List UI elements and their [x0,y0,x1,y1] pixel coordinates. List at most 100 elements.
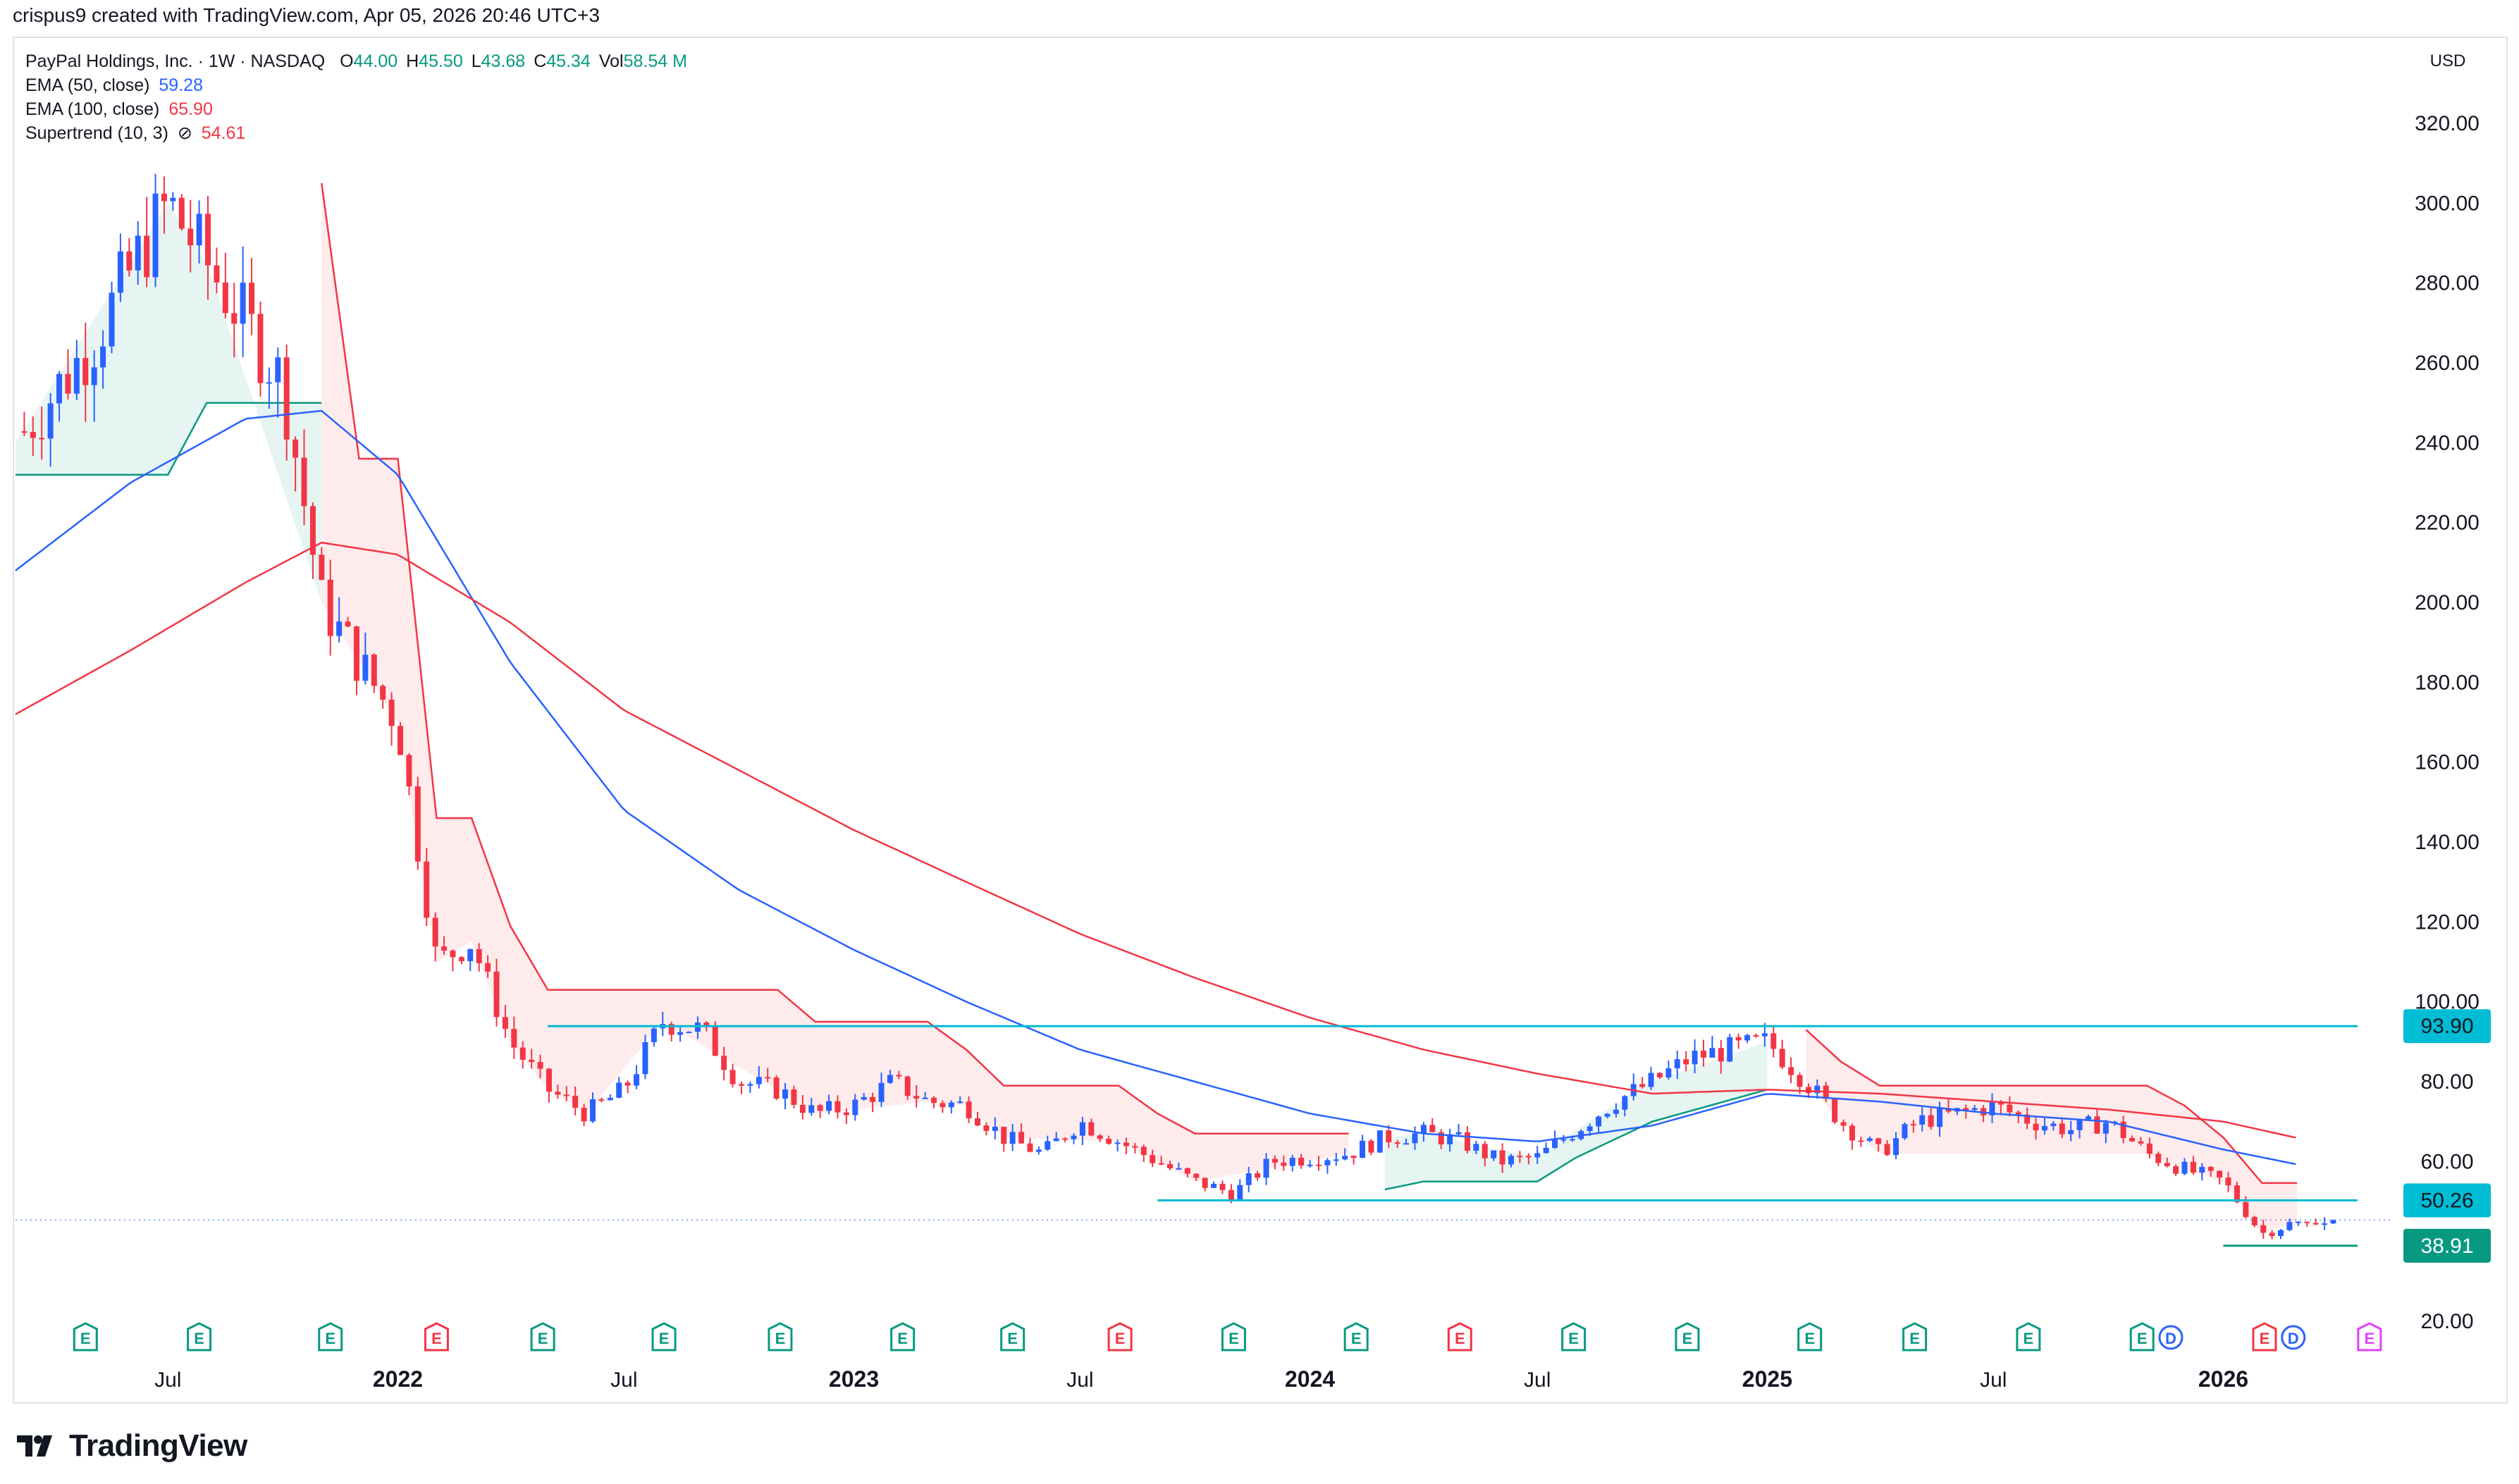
event-letter: D [2165,1330,2176,1347]
earnings-icon[interactable] [1675,1322,1700,1352]
candle-body-155 [1376,1130,1383,1153]
candle-body-246 [2173,1166,2179,1174]
earnings-icon[interactable] [1561,1322,1587,1352]
event-marker-12[interactable]: E [1447,1322,1472,1352]
candle-body-187 [1656,1072,1663,1077]
candle-body-105 [940,1103,946,1108]
earnings-icon[interactable] [73,1322,98,1352]
event-marker-11[interactable]: E [1343,1322,1369,1352]
event-marker-1[interactable]: E [187,1322,212,1352]
earnings-icon[interactable] [1221,1322,1246,1352]
earnings-icon[interactable] [1902,1322,1928,1352]
event-marker-5[interactable]: E [651,1322,677,1352]
candle-body-32 [301,457,307,507]
legend-ema100-row[interactable]: EMA (100, close) 65.90 [25,97,687,121]
candle-body-117 [1045,1141,1051,1150]
event-marker-18[interactable]: E [2129,1322,2155,1352]
event-marker-0[interactable]: E [73,1322,98,1352]
candle-body-119 [1062,1138,1068,1140]
candle-body-0 [21,431,27,433]
event-marker-15[interactable]: E [1797,1322,1823,1352]
candle-body-192 [1700,1051,1706,1058]
candle-body-31 [292,439,299,458]
candle-body-140 [1245,1173,1252,1185]
candle-body-19 [187,228,194,246]
legend-supertrend-row[interactable]: Supertrend (10, 3) ⊘ 54.61 [25,121,687,145]
event-marker-7[interactable]: E [890,1322,916,1352]
horizontal-levels: 93.90 50.26 38.91 [16,1009,2491,1263]
earnings-icon[interactable] [1797,1322,1823,1352]
candle-body-38 [353,626,359,681]
candle-body-257 [2269,1232,2275,1237]
earnings-icon[interactable] [530,1322,555,1352]
candle-body-197 [1744,1034,1751,1041]
event-marker-20[interactable]: E [2252,1322,2277,1352]
candle-body-2 [39,438,45,440]
event-marker-21[interactable]: D [2281,1325,2306,1350]
supertrend-up-fill-2 [1384,1041,1768,1189]
earnings-icon[interactable] [2252,1322,2277,1352]
candle-body-146 [1298,1157,1305,1166]
x-tick-1: 2022 [373,1366,423,1392]
candle-body-103 [922,1097,928,1099]
candle-body-4 [56,373,63,404]
event-marker-19[interactable]: D [2158,1325,2184,1350]
event-marker-22[interactable]: E [2357,1322,2382,1352]
event-marker-2[interactable]: E [318,1322,343,1352]
event-marker-4[interactable]: E [530,1322,555,1352]
earnings-icon[interactable] [1343,1322,1369,1352]
earnings-icon[interactable] [1000,1322,1026,1352]
event-marker-17[interactable]: E [2016,1322,2041,1352]
candle-body-6 [73,358,80,394]
ohlcv-key-l: L [471,51,481,71]
candle-body-52 [476,948,482,963]
candle-body-213 [1884,1144,1890,1156]
candle-body-82 [738,1084,744,1086]
earnings-icon[interactable] [1447,1322,1472,1352]
currency-label[interactable]: USD [2429,51,2466,70]
candle-body-11 [117,251,123,293]
dividend-icon[interactable] [2281,1325,2306,1350]
earnings-icon[interactable] [890,1322,916,1352]
event-marker-14[interactable]: E [1675,1322,1700,1352]
event-marker-3[interactable]: E [424,1322,449,1352]
earnings-icon[interactable] [318,1322,343,1352]
supertrend-up-fill-1 [16,203,322,602]
event-marker-6[interactable]: E [768,1322,793,1352]
candle-body-194 [1718,1048,1724,1062]
candle-body-226 [1997,1101,2004,1105]
candle-body-14 [144,235,150,278]
candle-body-227 [2007,1104,2013,1113]
event-marker-9[interactable]: E [1107,1322,1133,1352]
y-tick-6: 160.00 [2415,751,2480,774]
tradingview-logo[interactable]: TradingView [16,1425,247,1467]
legend-ema50-row[interactable]: EMA (50, close) 59.28 [25,73,687,97]
indicator-lines [15,409,2296,1165]
earnings-icon[interactable] [187,1322,212,1352]
candle-body-28 [266,382,272,384]
candle-body-76 [686,1032,692,1034]
ema50-line [15,409,2296,1165]
dividend-icon[interactable] [2158,1325,2184,1350]
event-letter: E [1568,1330,1579,1347]
ema100-line [15,541,2296,1139]
event-marker-10[interactable]: E [1221,1322,1246,1352]
earnings-icon[interactable] [2016,1322,2041,1352]
earnings-icon[interactable] [424,1322,449,1352]
candle-body-116 [1035,1149,1042,1152]
event-marker-8[interactable]: E [1000,1322,1026,1352]
earnings-icon[interactable] [2129,1322,2155,1352]
earnings-icon[interactable] [768,1322,793,1352]
candle-body-118 [1053,1138,1059,1142]
event-marker-13[interactable]: E [1561,1322,1587,1352]
earnings-icon[interactable] [651,1322,677,1352]
earnings-icon[interactable] [1107,1322,1133,1352]
candle-body-179 [1587,1126,1593,1132]
event-marker-16[interactable]: E [1902,1322,1928,1352]
candle-body-230 [2033,1123,2039,1131]
candle-body-150 [1333,1159,1339,1161]
supertrend-hidden-icon[interactable]: ⊘ [177,123,192,143]
candle-body-237 [2094,1116,2100,1134]
earnings-icon[interactable] [2357,1322,2382,1352]
